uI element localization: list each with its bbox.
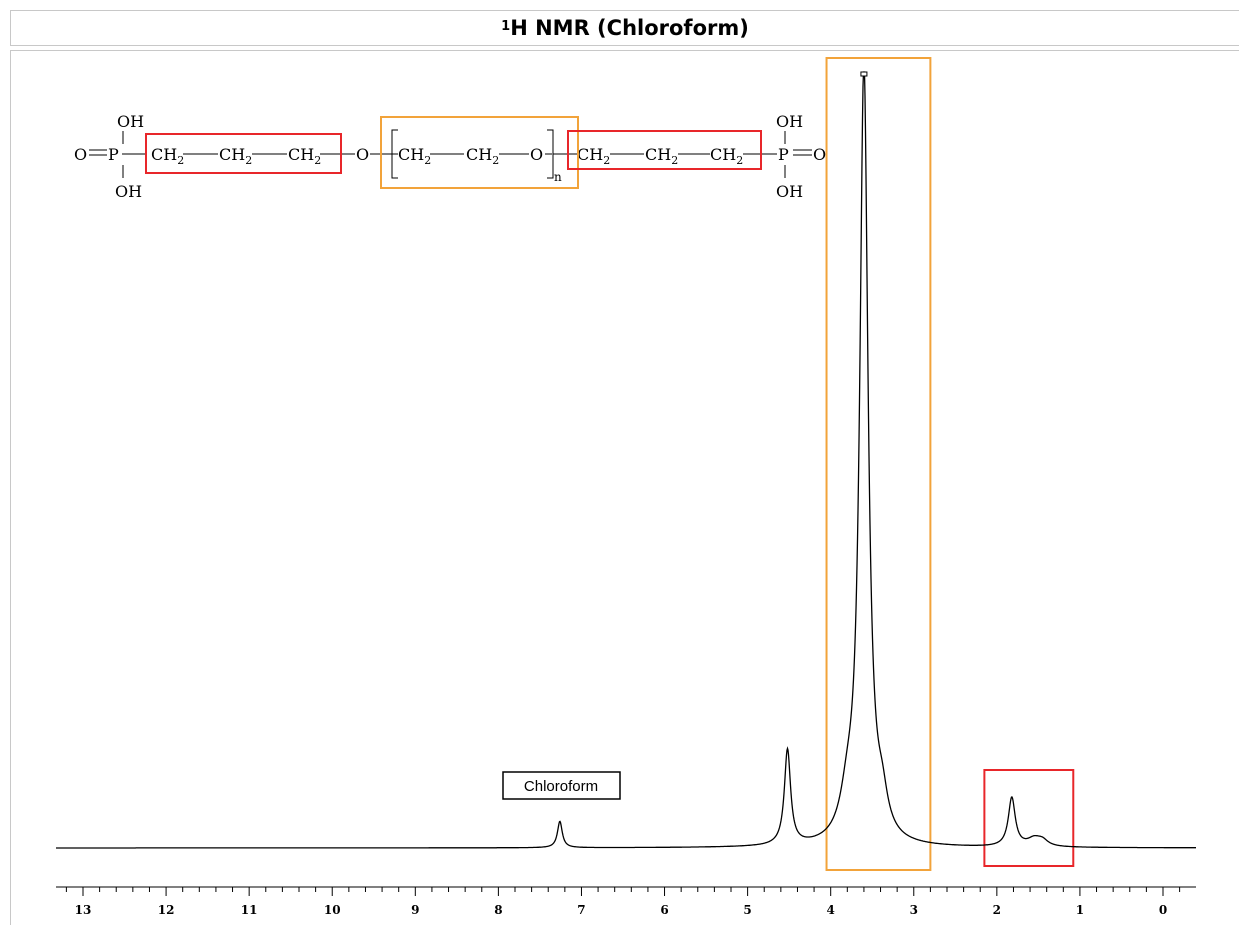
o-right: O <box>813 145 826 164</box>
title-text: H NMR (Chloroform) <box>510 16 749 40</box>
title-superscript: 1 <box>501 18 511 34</box>
x-tick-label: 8 <box>494 903 502 917</box>
structure-highlight-red-left <box>145 133 342 174</box>
ch2-h: CH2 <box>710 145 743 167</box>
annotation-text: Chloroform <box>524 778 598 795</box>
structure-highlight-red-right <box>567 130 762 170</box>
plot-frame <box>10 50 1239 925</box>
ch2-c: CH2 <box>288 145 321 167</box>
o-repeat: O <box>530 145 543 164</box>
x-tick-label: 6 <box>660 903 668 917</box>
chemical-structure: OH O P OH CH2 CH2 CH2 O CH2 CH2 O n CH2 … <box>74 112 826 201</box>
spectrum-line <box>56 71 1196 849</box>
oh-top-left: OH <box>117 112 144 131</box>
x-tick-label: 10 <box>324 903 341 917</box>
p-left: P <box>108 145 119 164</box>
ch2-e: CH2 <box>466 145 499 167</box>
repeat-bracket-left <box>391 129 398 179</box>
x-tick-label: 2 <box>993 903 1001 917</box>
o-link: O <box>356 145 369 164</box>
x-tick-label: 11 <box>241 903 258 917</box>
ch2-d: CH2 <box>398 145 431 167</box>
x-tick-label: 3 <box>910 903 918 917</box>
x-tick-label: 4 <box>827 903 835 917</box>
oh-top-right: OH <box>776 112 803 131</box>
x-tick-label: 9 <box>411 903 419 917</box>
x-axis: 13 12 11 10 9 8 7 6 5 4 3 2 1 0 <box>56 886 1196 917</box>
ch2-a: CH2 <box>151 145 184 167</box>
annotation-label: Chloroform <box>502 771 621 800</box>
ch2-f: CH2 <box>577 145 610 167</box>
repeat-n: n <box>554 170 562 184</box>
x-tick-label: 13 <box>75 903 92 917</box>
x-tick-label: 1 <box>1076 903 1084 917</box>
oh-bottom-left: OH <box>115 182 142 201</box>
annotation-box <box>502 771 621 800</box>
x-tick-label: 0 <box>1159 903 1167 917</box>
peak-highlight-regions <box>825 57 1075 871</box>
oh-bottom-right: OH <box>776 182 803 201</box>
p-right: P <box>778 145 789 164</box>
structure-highlight-orange <box>380 116 579 189</box>
x-tick-label: 12 <box>158 903 175 917</box>
peak-top-marker <box>860 71 868 77</box>
annotations: Chloroform <box>502 771 621 800</box>
ch2-b: CH2 <box>219 145 252 167</box>
x-tick-label: 5 <box>743 903 751 917</box>
o-left: O <box>74 145 87 164</box>
highlight-region-red <box>983 769 1075 867</box>
x-tick-label: 7 <box>577 903 585 917</box>
highlight-region-orange <box>825 57 932 871</box>
ch2-g: CH2 <box>645 145 678 167</box>
